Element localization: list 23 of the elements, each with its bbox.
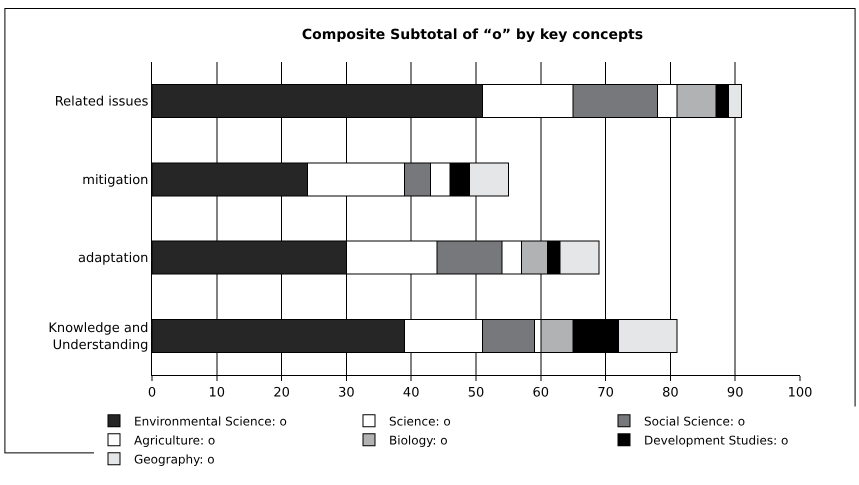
- legend-label: Development Studies: o: [644, 433, 788, 448]
- y-tick-label: mitigation: [82, 172, 148, 188]
- x-tick-label: 30: [338, 386, 355, 401]
- x-tick-label: 70: [597, 386, 614, 401]
- legend-label: Geography: o: [134, 452, 215, 466]
- x-tick-label: 20: [273, 386, 290, 401]
- legend-label: Environmental Science: o: [134, 414, 287, 428]
- legend-label: Biology: o: [389, 433, 448, 448]
- x-tick-label: 50: [468, 386, 484, 401]
- x-tick-label: 100: [788, 386, 812, 401]
- y-tick-label: Related issues: [54, 94, 149, 110]
- x-tick-label: 60: [532, 386, 550, 401]
- x-tick-label: 40: [402, 386, 420, 401]
- y-tick-label: adaptation: [78, 251, 148, 266]
- chart-title: Composite Subtotal of “o” by key concepts: [302, 26, 644, 43]
- y-tick-label: Knowledge and Understanding: [48, 320, 148, 353]
- legend-label: Agriculture: o: [134, 433, 216, 448]
- x-tick-label: 90: [726, 386, 744, 401]
- legend-label: Science: o: [389, 414, 451, 428]
- x-tick-label: 0: [148, 386, 156, 401]
- x-tick-label: 10: [208, 386, 226, 401]
- x-tick-label: 80: [662, 386, 679, 401]
- legend-label: Social Science: o: [644, 414, 746, 428]
